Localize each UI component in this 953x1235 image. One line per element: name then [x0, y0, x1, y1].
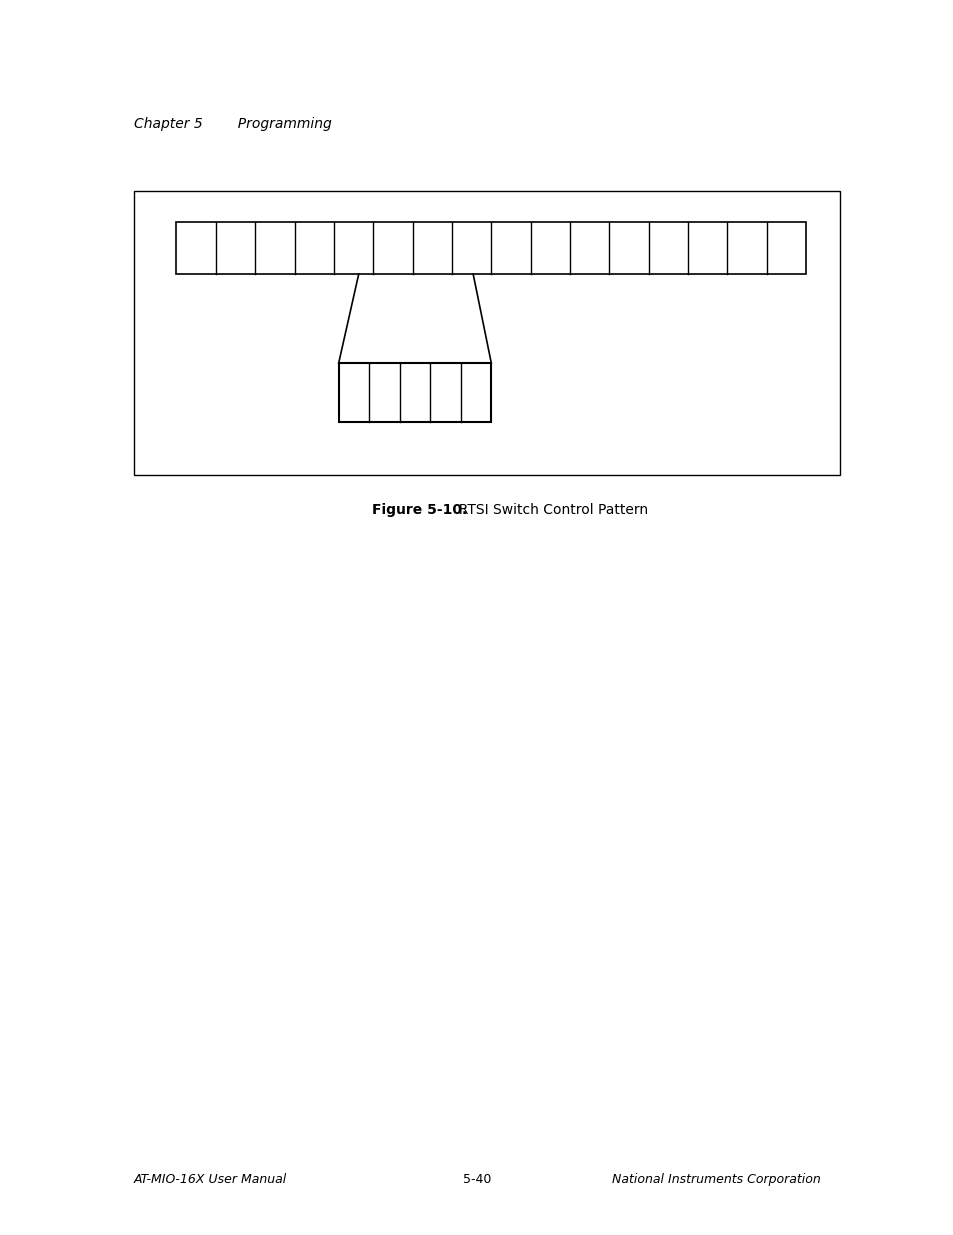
- Text: 5-40: 5-40: [462, 1173, 491, 1186]
- Text: Chapter 5        Programming: Chapter 5 Programming: [133, 117, 331, 131]
- Text: National Instruments Corporation: National Instruments Corporation: [611, 1173, 820, 1186]
- Bar: [176, 222, 805, 274]
- Bar: [133, 191, 839, 475]
- Text: RTSI Switch Control Pattern: RTSI Switch Control Pattern: [450, 503, 648, 516]
- Text: Figure 5-10.: Figure 5-10.: [372, 503, 467, 516]
- Text: AT-MIO-16X User Manual: AT-MIO-16X User Manual: [133, 1173, 287, 1186]
- Bar: [338, 363, 491, 422]
